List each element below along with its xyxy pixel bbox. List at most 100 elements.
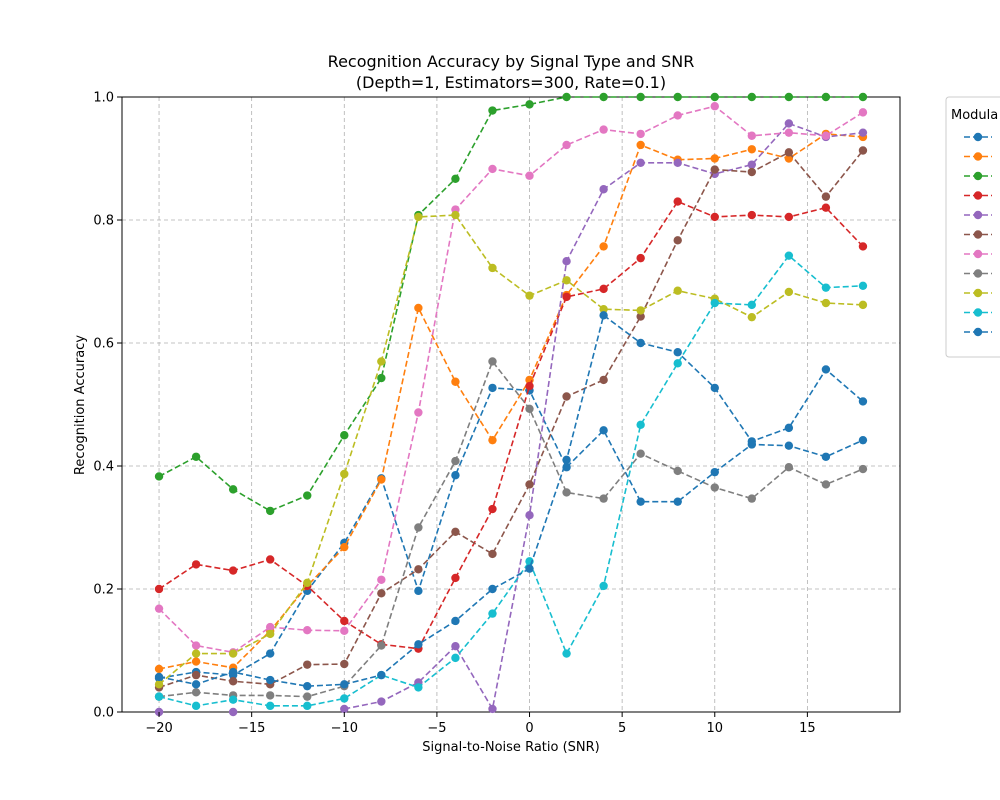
data-point — [488, 357, 497, 366]
data-point — [747, 494, 757, 503]
data-point — [377, 589, 386, 598]
data-point — [488, 704, 497, 714]
data-point — [265, 701, 275, 711]
data-point — [228, 707, 238, 717]
legend-entry — [964, 230, 992, 239]
data-point — [821, 365, 831, 374]
data-point — [784, 128, 794, 137]
data-point — [451, 210, 460, 220]
data-point — [747, 92, 757, 102]
legend-entry — [964, 191, 992, 200]
legend-marker — [973, 171, 983, 181]
data-point — [599, 304, 608, 314]
data-point — [228, 695, 238, 704]
data-point — [154, 672, 164, 682]
data-point — [599, 242, 608, 251]
data-point — [191, 670, 201, 680]
data-point — [858, 300, 868, 310]
data-point — [191, 701, 201, 711]
x-tick-label: −10 — [331, 721, 358, 736]
data-point — [599, 375, 608, 385]
data-point — [821, 203, 831, 212]
data-point — [562, 140, 571, 150]
data-point — [525, 381, 534, 391]
data-point — [562, 649, 571, 658]
series-11 — [154, 311, 868, 691]
series-line — [158, 214, 863, 685]
data-point — [377, 641, 386, 650]
data-point — [858, 108, 868, 117]
data-point — [488, 263, 497, 273]
data-point — [414, 565, 423, 574]
data-point — [710, 154, 719, 163]
data-point — [599, 125, 608, 134]
data-point — [599, 426, 608, 435]
data-point — [377, 575, 386, 584]
data-point — [340, 431, 349, 440]
legend-marker — [973, 132, 983, 142]
data-point — [451, 616, 460, 626]
data-point — [821, 480, 831, 489]
legend-entry — [964, 210, 992, 220]
data-point — [858, 281, 868, 291]
data-point — [451, 527, 460, 537]
data-point — [636, 420, 645, 429]
data-point — [228, 485, 238, 494]
data-point — [191, 657, 201, 666]
data-point — [858, 92, 868, 102]
data-point — [710, 483, 719, 492]
data-point — [525, 171, 534, 180]
data-point — [710, 212, 719, 222]
legend-entry — [964, 171, 992, 181]
data-point — [488, 435, 497, 445]
data-point — [673, 497, 682, 506]
data-point — [710, 165, 719, 174]
data-point — [599, 311, 608, 320]
data-point — [377, 357, 386, 366]
legend-marker — [973, 288, 983, 298]
data-point — [414, 586, 423, 596]
data-point — [340, 704, 349, 714]
legend-marker — [973, 327, 983, 337]
data-point — [784, 251, 794, 260]
data-point — [451, 641, 460, 651]
data-point — [599, 494, 608, 503]
x-tick-label: −5 — [427, 721, 446, 736]
data-point — [673, 359, 682, 368]
data-point — [747, 131, 757, 140]
data-point — [265, 506, 275, 516]
series-line — [158, 105, 864, 654]
data-point — [636, 338, 645, 348]
data-point — [303, 491, 312, 500]
y-tick-label: 0.2 — [93, 583, 114, 598]
data-point — [228, 566, 238, 575]
data-point — [784, 148, 794, 157]
data-point — [747, 437, 757, 446]
data-point — [154, 472, 164, 481]
x-tick-label: 15 — [799, 721, 816, 736]
series-line — [158, 254, 863, 707]
data-point — [414, 523, 423, 532]
data-point — [858, 242, 868, 251]
data-point — [636, 140, 645, 150]
legend-marker — [973, 249, 983, 259]
chart-title: Recognition Accuracy by Signal Type and … — [328, 52, 695, 71]
data-point — [562, 488, 571, 497]
y-tick-label: 0.4 — [93, 460, 114, 475]
data-point — [265, 675, 275, 685]
x-tick-label: 0 — [525, 721, 533, 736]
data-point — [821, 192, 831, 201]
data-point — [562, 92, 571, 102]
data-point — [303, 660, 312, 669]
data-point — [784, 92, 794, 102]
data-point — [303, 681, 312, 691]
data-point — [599, 284, 608, 294]
data-point — [673, 348, 682, 357]
data-point — [747, 167, 757, 177]
data-point — [525, 404, 534, 414]
data-point — [228, 677, 238, 686]
data-point — [747, 145, 757, 154]
data-point — [414, 640, 423, 649]
